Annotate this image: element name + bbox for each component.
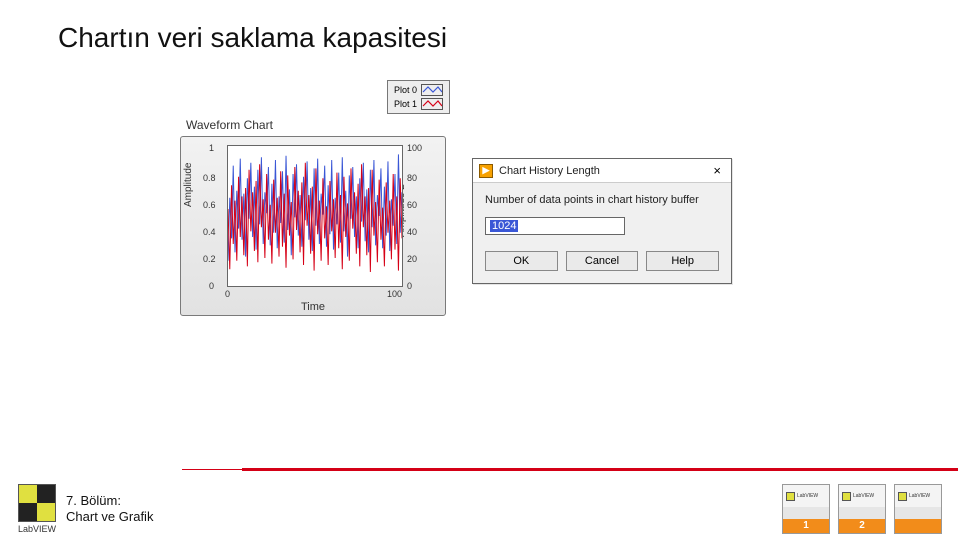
x-axis-label: Time <box>181 301 445 313</box>
y-axis-label: Amplitude <box>183 163 194 207</box>
x-tick: 0 <box>225 289 230 299</box>
book-thumbnail: LabVIEW2 <box>838 484 886 534</box>
history-length-value: 1024 <box>490 220 518 232</box>
y-tick: 0.8 <box>203 173 216 183</box>
chapter-line1: 7. Bölüm: <box>66 493 153 509</box>
history-length-input[interactable]: 1024 <box>485 217 625 235</box>
book-thumbnail: LabVIEW <box>894 484 942 534</box>
y-tick: 0 <box>209 281 214 291</box>
y2-tick: 100 <box>407 143 422 153</box>
close-icon[interactable]: × <box>709 163 725 178</box>
plot-area <box>227 145 403 287</box>
y-tick: 0.6 <box>203 200 216 210</box>
chart-legend: Plot 0 Plot 1 <box>387 80 450 114</box>
chart-panel-title: Waveform Chart <box>186 118 446 132</box>
y-tick: 1 <box>209 143 214 153</box>
legend-swatch <box>421 98 443 110</box>
divider <box>242 468 958 471</box>
y-tick: 0.4 <box>203 227 216 237</box>
waveform-chart-group: Plot 0Plot 1 Waveform Chart Amplitude Am… <box>180 118 446 316</box>
y2-tick: 40 <box>407 227 417 237</box>
y2-tick: 60 <box>407 200 417 210</box>
legend-swatch <box>421 84 443 96</box>
legend-label: Plot 1 <box>394 99 417 109</box>
slide-title: Chartın veri saklama kapasitesi <box>58 22 447 54</box>
y2-tick: 80 <box>407 173 417 183</box>
dialog-title: Chart History Length <box>499 165 600 177</box>
y2-tick: 0 <box>407 281 412 291</box>
chapter-caption: 7. Bölüm: Chart ve Grafik <box>66 493 153 524</box>
chapter-line2: Chart ve Grafik <box>66 509 153 525</box>
labview-logo-caption: LabVIEW <box>18 524 56 534</box>
legend-label: Plot 0 <box>394 85 417 95</box>
y-tick: 0.2 <box>203 254 216 264</box>
help-button[interactable]: Help <box>646 251 719 271</box>
y2-tick: 20 <box>407 254 417 264</box>
legend-item: Plot 0 <box>392 83 445 97</box>
cancel-button[interactable]: Cancel <box>566 251 639 271</box>
dialog-titlebar[interactable]: ▶ Chart History Length × <box>473 159 731 183</box>
legend-item: Plot 1 <box>392 97 445 111</box>
dialog-prompt: Number of data points in chart history b… <box>485 193 719 207</box>
dialog-app-icon: ▶ <box>479 164 493 178</box>
x-tick: 100 <box>387 289 402 299</box>
book-thumbnail: LabVIEW1 <box>782 484 830 534</box>
labview-logo: LabVIEW <box>18 484 56 534</box>
chart-history-dialog: ▶ Chart History Length × Number of data … <box>472 158 732 284</box>
ok-button[interactable]: OK <box>485 251 558 271</box>
chart-panel: Amplitude Amplitude 2 0 0.2 0.4 0.6 0.8 … <box>180 136 446 316</box>
book-thumbnails: LabVIEW1LabVIEW2LabVIEW <box>782 484 942 534</box>
